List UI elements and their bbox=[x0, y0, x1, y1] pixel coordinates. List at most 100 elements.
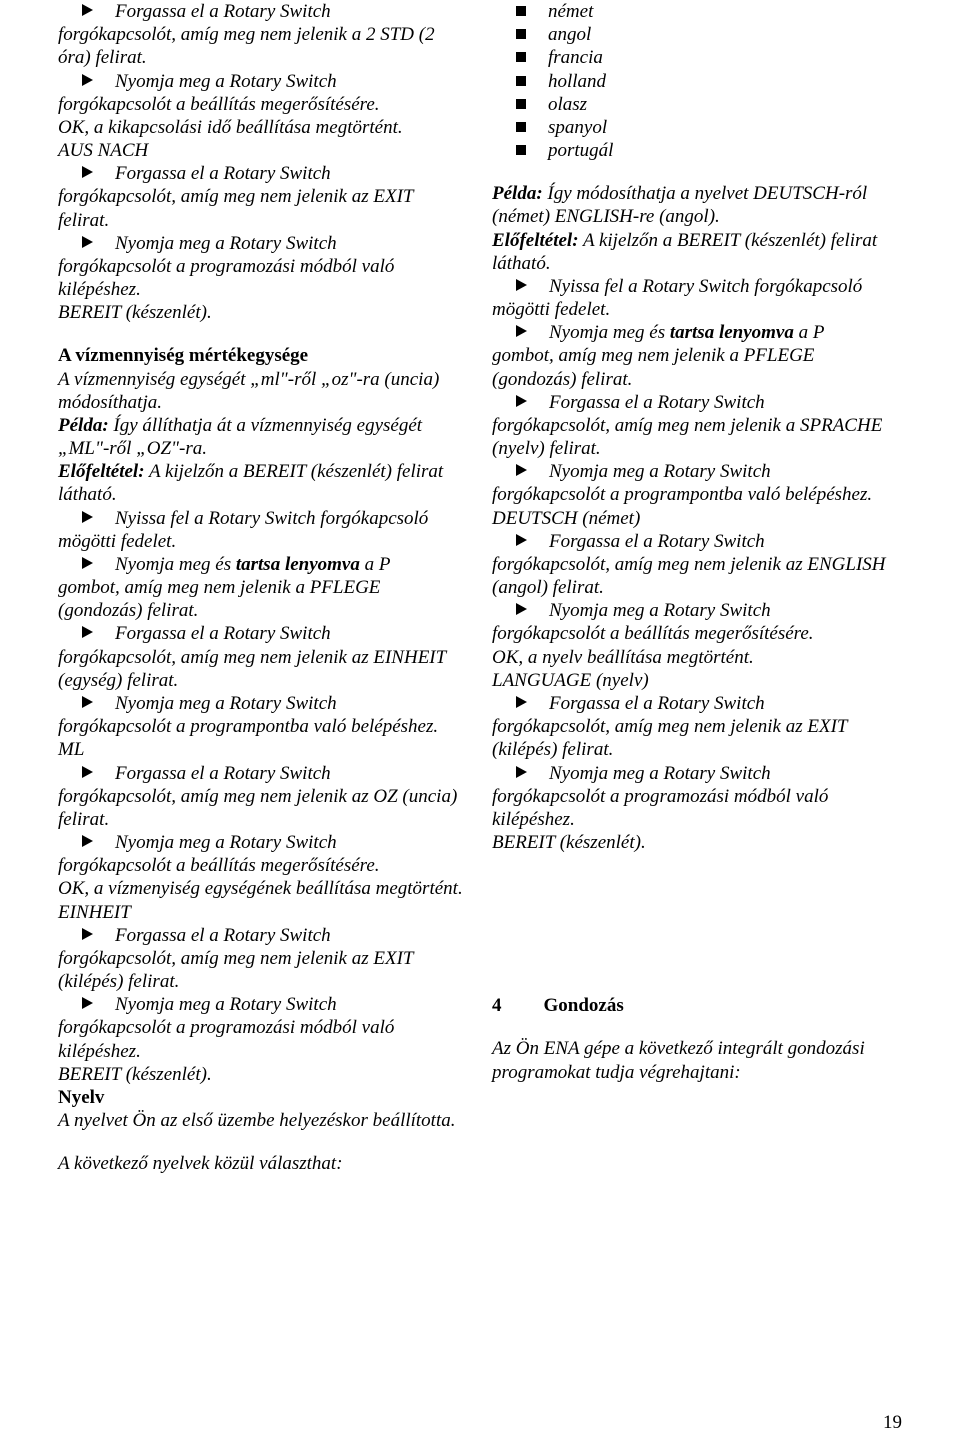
lang-item: spanyol bbox=[492, 116, 902, 139]
para: forgókapcsolót, amíg meg nem jelenik az … bbox=[58, 646, 468, 692]
text: Így módosíthatja a nyelvet DEUTSCH-ról (… bbox=[492, 183, 867, 227]
para: mögötti fedelet. bbox=[492, 298, 902, 321]
para: Nyissa fel a Rotary Switch forgókapcsoló bbox=[492, 275, 902, 298]
para: Nyomja meg a Rotary Switch bbox=[58, 831, 468, 854]
lang-item: angol bbox=[492, 23, 902, 46]
text: tartsa lenyomva bbox=[236, 554, 360, 575]
lang-item: holland bbox=[492, 70, 902, 93]
text: Nyomja meg a Rotary Switch bbox=[115, 233, 337, 254]
para: Példa: Így állíthatja át a vízmennyiség … bbox=[58, 414, 468, 460]
triangle-bullet-icon bbox=[82, 696, 93, 708]
text: a P bbox=[360, 554, 391, 575]
para: Forgassa el a Rotary Switch bbox=[492, 530, 902, 553]
para: forgókapcsolót, amíg meg nem jelenik az … bbox=[58, 947, 468, 993]
triangle-bullet-icon bbox=[82, 766, 93, 778]
para: ML bbox=[58, 738, 468, 761]
para: A nyelvet Ön az első üzembe helyezéskor … bbox=[58, 1109, 468, 1132]
para: A következő nyelvek közül választhat: bbox=[58, 1152, 468, 1175]
text: Nyomja meg a Rotary Switch bbox=[115, 994, 337, 1015]
text: Így állíthatja át a vízmennyiség egységé… bbox=[58, 415, 422, 459]
spacer bbox=[492, 1017, 902, 1037]
para: mögötti fedelet. bbox=[58, 530, 468, 553]
para: OK, a kikapcsolási idő beállítása megtör… bbox=[58, 116, 468, 139]
para: Nyomja meg a Rotary Switch bbox=[492, 762, 902, 785]
triangle-bullet-icon bbox=[82, 4, 93, 16]
text: Nyomja meg a Rotary Switch bbox=[549, 600, 771, 621]
para: OK, a vízmenyiség egységének beállítása … bbox=[58, 877, 468, 900]
text: Forgassa el a Rotary Switch bbox=[115, 623, 331, 644]
section-number: 4 bbox=[492, 995, 502, 1016]
para: Példa: Így módosíthatja a nyelvet DEUTSC… bbox=[492, 182, 902, 228]
text: Forgassa el a Rotary Switch bbox=[549, 531, 765, 552]
para: Nyissa fel a Rotary Switch forgókapcsoló bbox=[58, 507, 468, 530]
triangle-bullet-icon bbox=[82, 928, 93, 940]
para: Nyomja meg a Rotary Switch bbox=[492, 599, 902, 622]
section-heading: 4 Gondozás bbox=[492, 994, 902, 1017]
triangle-bullet-icon bbox=[516, 464, 527, 476]
text: Forgassa el a Rotary Switch bbox=[115, 1, 331, 22]
square-bullet-icon bbox=[516, 52, 526, 62]
para: Forgassa el a Rotary Switch bbox=[58, 924, 468, 947]
lang-item: portugál bbox=[492, 139, 902, 162]
text: Nyomja meg a Rotary Switch bbox=[115, 832, 337, 853]
para: Forgassa el a Rotary Switch bbox=[58, 0, 468, 23]
para: forgókapcsolót a programpontba való belé… bbox=[58, 715, 468, 738]
triangle-bullet-icon bbox=[516, 395, 527, 407]
lang-item: olasz bbox=[492, 93, 902, 116]
para: forgókapcsolót, amíg meg nem jelenik az … bbox=[492, 715, 902, 761]
para: forgókapcsolót a beállítás megerősítésér… bbox=[58, 854, 468, 877]
section-title: Gondozás bbox=[544, 995, 624, 1016]
para: Forgassa el a Rotary Switch bbox=[58, 622, 468, 645]
para: A vízmennyiség egységét „ml"-ről „oz"-ra… bbox=[58, 368, 468, 414]
para: forgókapcsolót a programpontba való belé… bbox=[492, 483, 902, 506]
heading-language: Nyelv bbox=[58, 1086, 468, 1109]
para: Forgassa el a Rotary Switch bbox=[58, 762, 468, 785]
para: Forgassa el a Rotary Switch bbox=[492, 692, 902, 715]
text: Nyissa fel a Rotary Switch forgókapcsoló bbox=[115, 508, 428, 529]
para: Nyomja meg a Rotary Switch bbox=[58, 70, 468, 93]
text: Nyomja meg a Rotary Switch bbox=[115, 71, 337, 92]
para: EINHEIT bbox=[58, 901, 468, 924]
text: angol bbox=[548, 24, 591, 45]
two-column-body: Forgassa el a Rotary Switch forgókapcsol… bbox=[58, 0, 902, 1175]
text: Nyissa fel a Rotary Switch forgókapcsoló bbox=[549, 276, 862, 297]
triangle-bullet-icon bbox=[82, 835, 93, 847]
text: portugál bbox=[548, 140, 613, 161]
square-bullet-icon bbox=[516, 76, 526, 86]
page-number: 19 bbox=[883, 1412, 902, 1434]
lang-item: német bbox=[492, 0, 902, 23]
spacer bbox=[58, 324, 468, 344]
para: forgókapcsolót, amíg meg nem jelenik az … bbox=[58, 185, 468, 231]
text: Forgassa el a Rotary Switch bbox=[549, 693, 765, 714]
heading-water-unit: A vízmennyiség mértékegysége bbox=[58, 344, 468, 367]
square-bullet-icon bbox=[516, 29, 526, 39]
para: Nyomja meg a Rotary Switch bbox=[58, 232, 468, 255]
label-example: Példa: bbox=[492, 183, 543, 204]
text: spanyol bbox=[548, 117, 607, 138]
triangle-bullet-icon bbox=[82, 166, 93, 178]
text: Forgassa el a Rotary Switch bbox=[115, 163, 331, 184]
triangle-bullet-icon bbox=[82, 557, 93, 569]
para: Nyomja meg és tartsa lenyomva a P bbox=[492, 321, 902, 344]
text: Nyomja meg és bbox=[115, 554, 236, 575]
label-precondition: Előfeltétel: bbox=[58, 461, 145, 482]
square-bullet-icon bbox=[516, 99, 526, 109]
para: forgókapcsolót, amíg meg nem jelenik a 2… bbox=[58, 23, 468, 69]
spacer bbox=[492, 854, 902, 994]
triangle-bullet-icon bbox=[516, 534, 527, 546]
text: Nyomja meg a Rotary Switch bbox=[115, 693, 337, 714]
para: BEREIT (készenlét). bbox=[58, 1063, 468, 1086]
text: Forgassa el a Rotary Switch bbox=[115, 763, 331, 784]
para: Előfeltétel: A kijelzőn a BEREIT (készen… bbox=[492, 229, 902, 275]
para: Előfeltétel: A kijelzőn a BEREIT (készen… bbox=[58, 460, 468, 506]
label-example: Példa: bbox=[58, 415, 109, 436]
text: német bbox=[548, 1, 593, 22]
spacer bbox=[492, 162, 902, 182]
triangle-bullet-icon bbox=[82, 74, 93, 86]
text: Forgassa el a Rotary Switch bbox=[549, 392, 765, 413]
text: Nyomja meg a Rotary Switch bbox=[549, 461, 771, 482]
text: holland bbox=[548, 71, 606, 92]
triangle-bullet-icon bbox=[516, 696, 527, 708]
para: forgókapcsolót a beállítás megerősítésér… bbox=[492, 622, 902, 645]
para: forgókapcsolót a beállítás megerősítésér… bbox=[58, 93, 468, 116]
